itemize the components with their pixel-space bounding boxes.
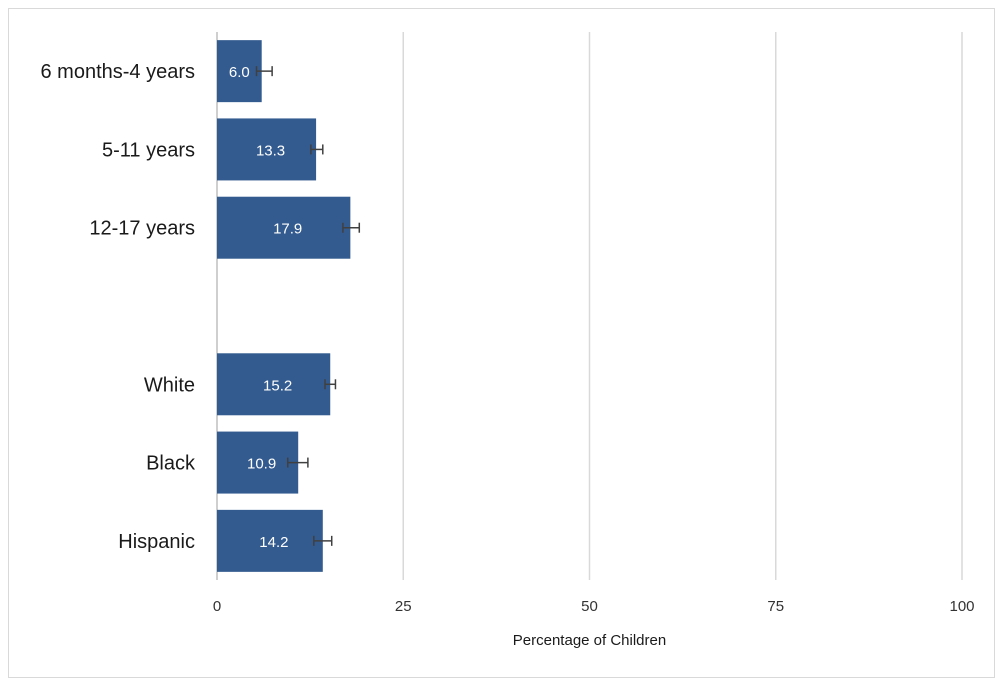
category-label: 6 months-4 years: [40, 61, 195, 83]
x-tick-label: 75: [767, 598, 784, 615]
bar: [217, 431, 299, 494]
x-tick-label: 100: [949, 598, 974, 615]
category-label: Black: [146, 453, 196, 475]
x-tick-label: 25: [395, 598, 412, 615]
category-label: White: [144, 374, 195, 396]
data-label: 13.3: [256, 142, 285, 159]
category-label: Hispanic: [118, 531, 195, 553]
data-label: 14.2: [259, 534, 288, 551]
category-label: 5-11 years: [102, 139, 195, 161]
x-tick-label: 0: [213, 598, 221, 615]
bars: [217, 40, 361, 572]
bar: [217, 196, 351, 259]
bar: [217, 509, 323, 572]
x-axis-title: Percentage of Children: [513, 632, 666, 649]
x-tick-label: 50: [581, 598, 598, 615]
data-label: 10.9: [247, 456, 276, 473]
data-label: 15.2: [263, 377, 292, 394]
bar: [217, 353, 331, 416]
labels: 0 25 50 75 100 6 months-4 years 6.0 5-11 years 1…: [40, 61, 974, 615]
gridlines: [216, 32, 963, 580]
category-label: 12-17 years: [89, 218, 195, 240]
bar: [217, 118, 317, 181]
data-label: 6.0: [229, 64, 250, 81]
data-label: 17.9: [273, 221, 302, 238]
chart-frame: [8, 8, 995, 678]
bar: [217, 40, 262, 103]
